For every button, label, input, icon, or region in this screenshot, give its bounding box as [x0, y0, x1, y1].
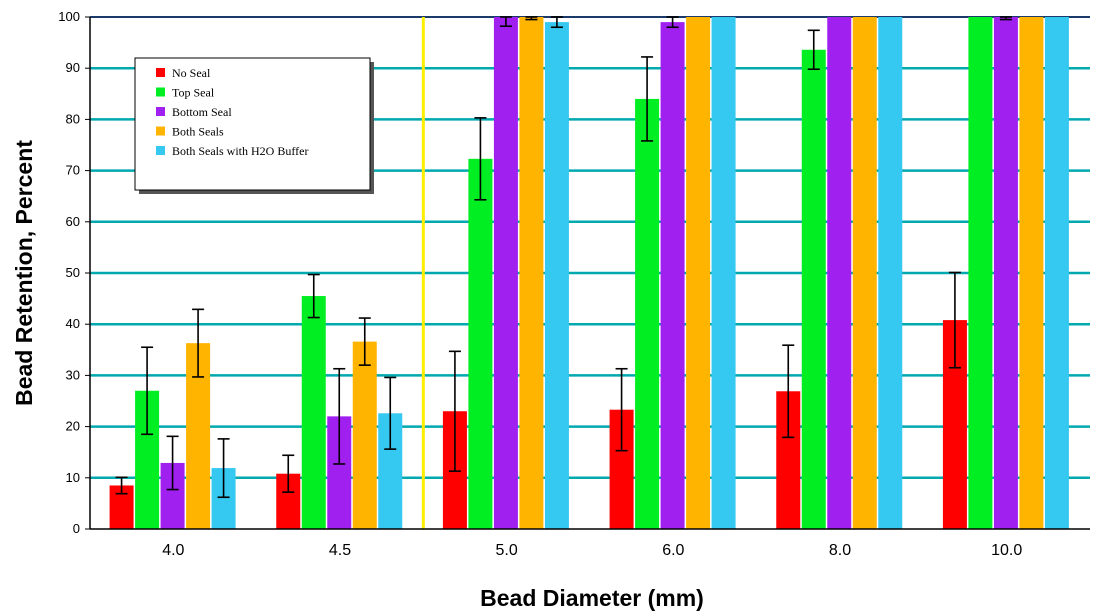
legend: No Seal Top Seal Bottom Seal Both Seals Both…	[134, 57, 374, 194]
x-axis-title: Bead Diameter (mm)	[480, 585, 704, 611]
x-tick-label: 4.0	[162, 542, 184, 559]
legend-label: Top Seal	[172, 86, 215, 100]
x-tick-labels: 4.0 4.5 5.0 6.0 8.0 10.0	[162, 542, 1022, 559]
bar	[993, 17, 1018, 529]
bar	[544, 22, 569, 530]
y-tick-label: 70	[66, 163, 80, 178]
legend-swatch	[156, 146, 165, 155]
bar	[519, 17, 544, 529]
bar	[660, 22, 685, 530]
legend-swatch	[156, 87, 165, 97]
y-tick-label: 50	[66, 265, 80, 280]
y-tick-label: 100	[58, 9, 80, 24]
x-tick-label: 5.0	[496, 542, 518, 559]
y-tick-label: 30	[66, 367, 80, 382]
y-axis-title: Bead Retention, Percent	[11, 140, 37, 406]
error-bars	[115, 16, 1012, 499]
legend-items: No Seal Top Seal Bottom Seal Both Seals Both…	[156, 66, 308, 158]
legend-label: Both Seals	[172, 125, 224, 139]
y-tick-label: 40	[66, 316, 80, 331]
bar	[493, 17, 518, 529]
x-tick-label: 6.0	[662, 542, 684, 559]
x-tick-label: 4.5	[329, 542, 351, 559]
bar	[686, 17, 711, 529]
legend-box	[134, 57, 371, 191]
bar	[352, 341, 377, 529]
bar	[878, 17, 903, 529]
y-tick-label: 10	[66, 470, 80, 485]
legend-label: Both Seals with H2O Buffer	[172, 144, 308, 158]
bar	[827, 17, 852, 529]
bar	[711, 17, 736, 529]
bar	[468, 158, 493, 529]
legend-swatch	[156, 107, 165, 116]
legend-swatch	[156, 68, 165, 77]
bars	[109, 17, 1069, 530]
y-tick-label: 60	[66, 214, 80, 229]
x-tick-label: 8.0	[829, 542, 851, 559]
legend-swatch	[156, 126, 165, 136]
legend-label: Bottom Seal	[172, 105, 232, 119]
bar	[635, 98, 660, 530]
x-tick-label: 10.0	[991, 542, 1022, 559]
legend-label: No Seal	[172, 66, 211, 80]
bar	[968, 17, 993, 529]
bar	[1019, 17, 1044, 529]
y-tick-label: 80	[66, 111, 80, 126]
bar	[801, 49, 826, 529]
y-tick-labels: 0 10 20 30 40 50 60 70 80 90 100	[58, 9, 90, 536]
bar	[301, 296, 326, 529]
y-tick-label: 0	[73, 521, 80, 536]
y-tick-label: 90	[66, 60, 80, 75]
y-tick-label: 20	[66, 419, 80, 434]
bar	[1044, 17, 1069, 529]
bar	[852, 17, 877, 529]
